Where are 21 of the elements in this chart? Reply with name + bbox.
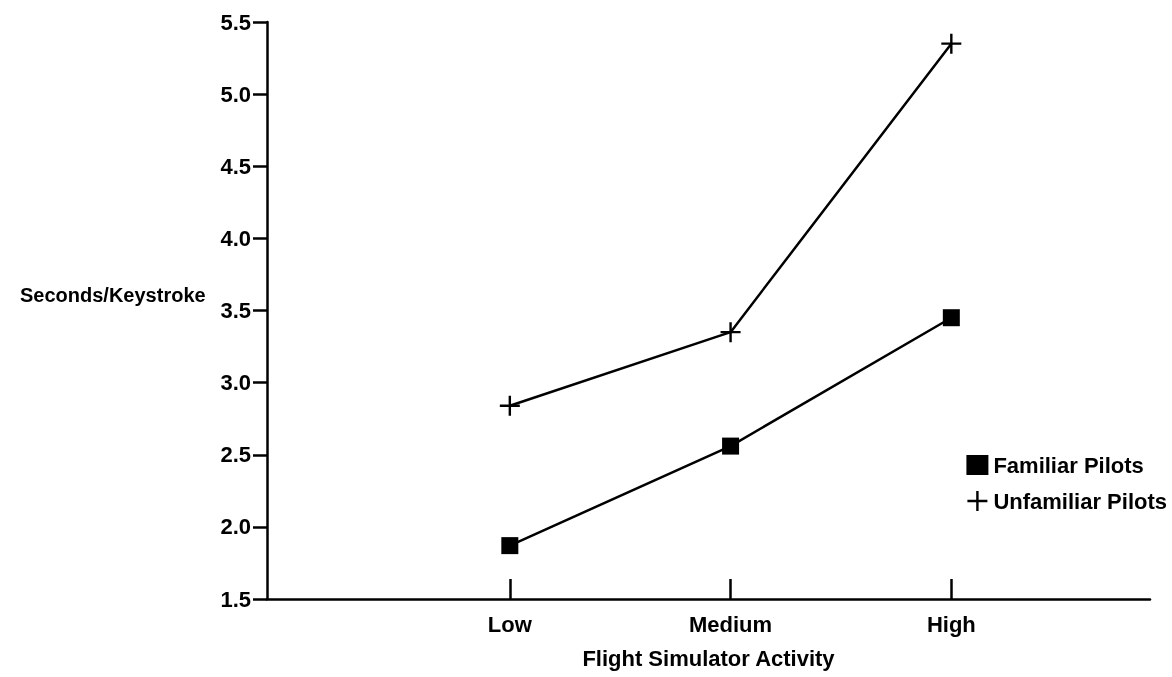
point [722, 437, 740, 455]
y-tick-label: 1.5 [220, 586, 251, 612]
y-tick-label: 4.5 [220, 153, 251, 179]
point [941, 33, 962, 54]
y-tick-label: 5.0 [220, 81, 251, 107]
legend-label: Familiar Pilots [993, 452, 1144, 478]
y-tick-label: 3.5 [220, 298, 251, 323]
x-tick-label: Low [487, 611, 533, 637]
y-tick-label: 2.0 [220, 514, 251, 540]
x-axis-title: Flight Simulator Activity [582, 645, 836, 671]
x-tick-label: Medium [689, 611, 773, 637]
y-tick-label: 4.0 [220, 225, 251, 251]
point [942, 309, 960, 327]
y-axis-title: Seconds/Keystroke [20, 284, 206, 306]
point [720, 322, 741, 343]
y-tick-label: 5.5 [220, 9, 251, 35]
y-tick-label: 2.5 [220, 442, 251, 468]
x-tick-label: High [926, 611, 976, 637]
y-tick-label: 3.0 [220, 370, 251, 396]
point [501, 537, 519, 555]
legend-label: Unfamiliar Pilots [993, 488, 1167, 514]
